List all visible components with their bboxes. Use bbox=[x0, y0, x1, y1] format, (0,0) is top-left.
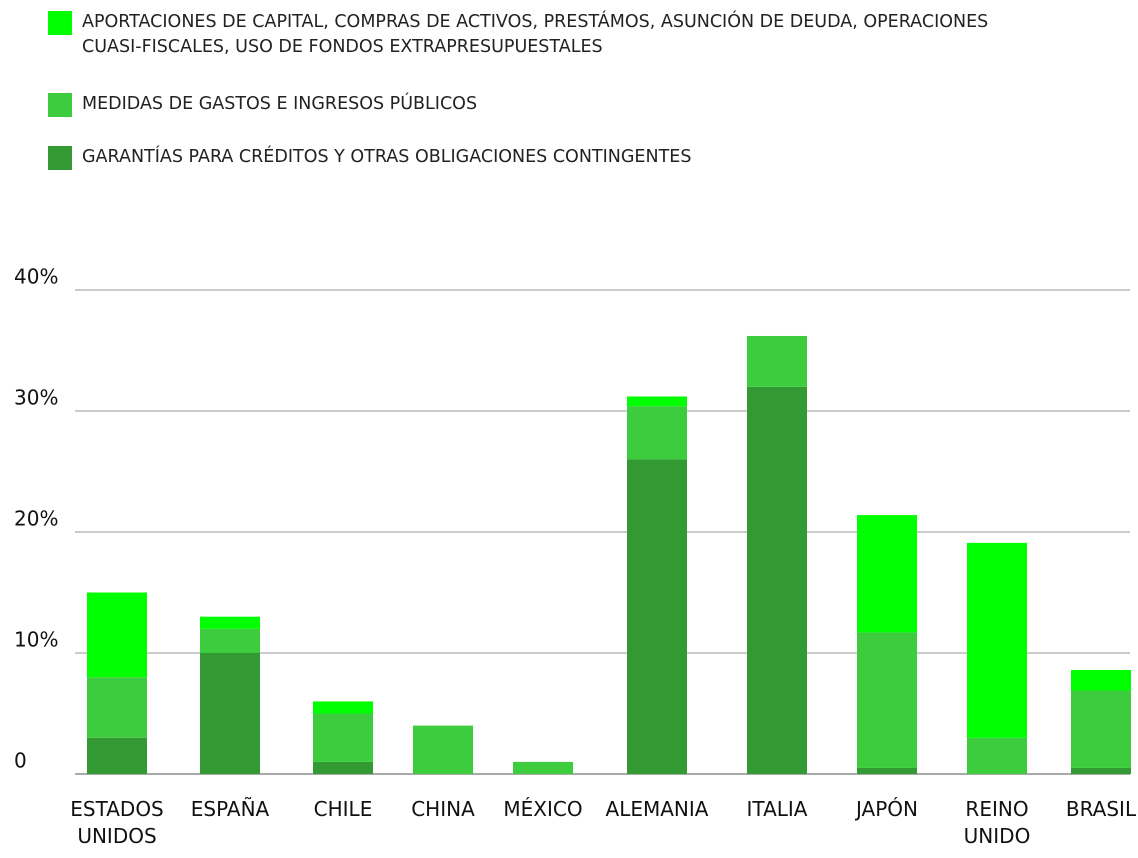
legend-swatch bbox=[48, 146, 72, 170]
legend-item: APORTACIONES DE CAPITAL, COMPRAS DE ACTI… bbox=[48, 10, 1002, 60]
x-tick-label: BRASIL bbox=[1065, 797, 1137, 821]
x-tick-label: MÉXICO bbox=[503, 797, 583, 821]
bar-segment bbox=[87, 737, 147, 774]
bar-segment bbox=[627, 396, 687, 407]
y-tick-label: 40% bbox=[14, 265, 58, 289]
bar-segment bbox=[413, 725, 473, 774]
x-tick-label: CHINA bbox=[411, 797, 475, 821]
bar-segment bbox=[967, 737, 1027, 774]
bar-segment bbox=[627, 406, 687, 460]
x-tick-label: ALEMANIA bbox=[605, 797, 709, 821]
legend-label: MEDIDAS DE GASTOS E INGRESOS PÚBLICOS bbox=[82, 94, 478, 114]
bar-segment bbox=[313, 701, 373, 714]
bar-segment bbox=[313, 713, 373, 762]
bar-segment bbox=[313, 761, 373, 774]
bar-segment bbox=[967, 542, 1027, 738]
bar-segment bbox=[857, 632, 917, 768]
bar-segment bbox=[857, 515, 917, 633]
y-tick-label: 30% bbox=[14, 386, 58, 410]
bar-segment bbox=[627, 459, 687, 774]
bar-segment bbox=[200, 653, 260, 774]
bar-segment bbox=[747, 335, 807, 387]
bar-segment bbox=[200, 628, 260, 653]
bar-segment bbox=[87, 592, 147, 678]
bar-segment bbox=[1071, 767, 1131, 774]
bar-segment bbox=[747, 386, 807, 774]
legend-item: MEDIDAS DE GASTOS E INGRESOS PÚBLICOS bbox=[48, 92, 1002, 117]
x-tick-label: CHILE bbox=[313, 797, 373, 821]
x-tick-label: JAPÓN bbox=[856, 797, 918, 821]
y-tick-label: 20% bbox=[14, 507, 58, 531]
legend-item: GARANTÍAS PARA CRÉDITOS Y OTRAS OBLIGACI… bbox=[48, 145, 1002, 170]
x-tick-label: ESTADOS UNIDOS bbox=[70, 797, 164, 848]
x-tick-label: ESPAÑA bbox=[190, 797, 270, 821]
bar-segment bbox=[513, 761, 573, 774]
y-tick-label: 0 bbox=[14, 749, 27, 773]
bar-segment bbox=[1071, 690, 1131, 768]
legend-label: GARANTÍAS PARA CRÉDITOS Y OTRAS OBLIGACI… bbox=[82, 147, 692, 167]
bar-segment bbox=[1071, 669, 1131, 691]
x-tick-label: ITALIA bbox=[746, 797, 808, 821]
x-tick-label: REINO UNIDO bbox=[963, 797, 1031, 848]
bar-segment bbox=[200, 616, 260, 629]
y-tick-label: 10% bbox=[14, 628, 58, 652]
legend-label: APORTACIONES DE CAPITAL, COMPRAS DE ACTI… bbox=[82, 12, 989, 57]
legend-swatch bbox=[48, 93, 72, 117]
legend-swatch bbox=[48, 11, 72, 35]
bar-segment bbox=[87, 677, 147, 738]
bar-segment bbox=[857, 767, 917, 774]
